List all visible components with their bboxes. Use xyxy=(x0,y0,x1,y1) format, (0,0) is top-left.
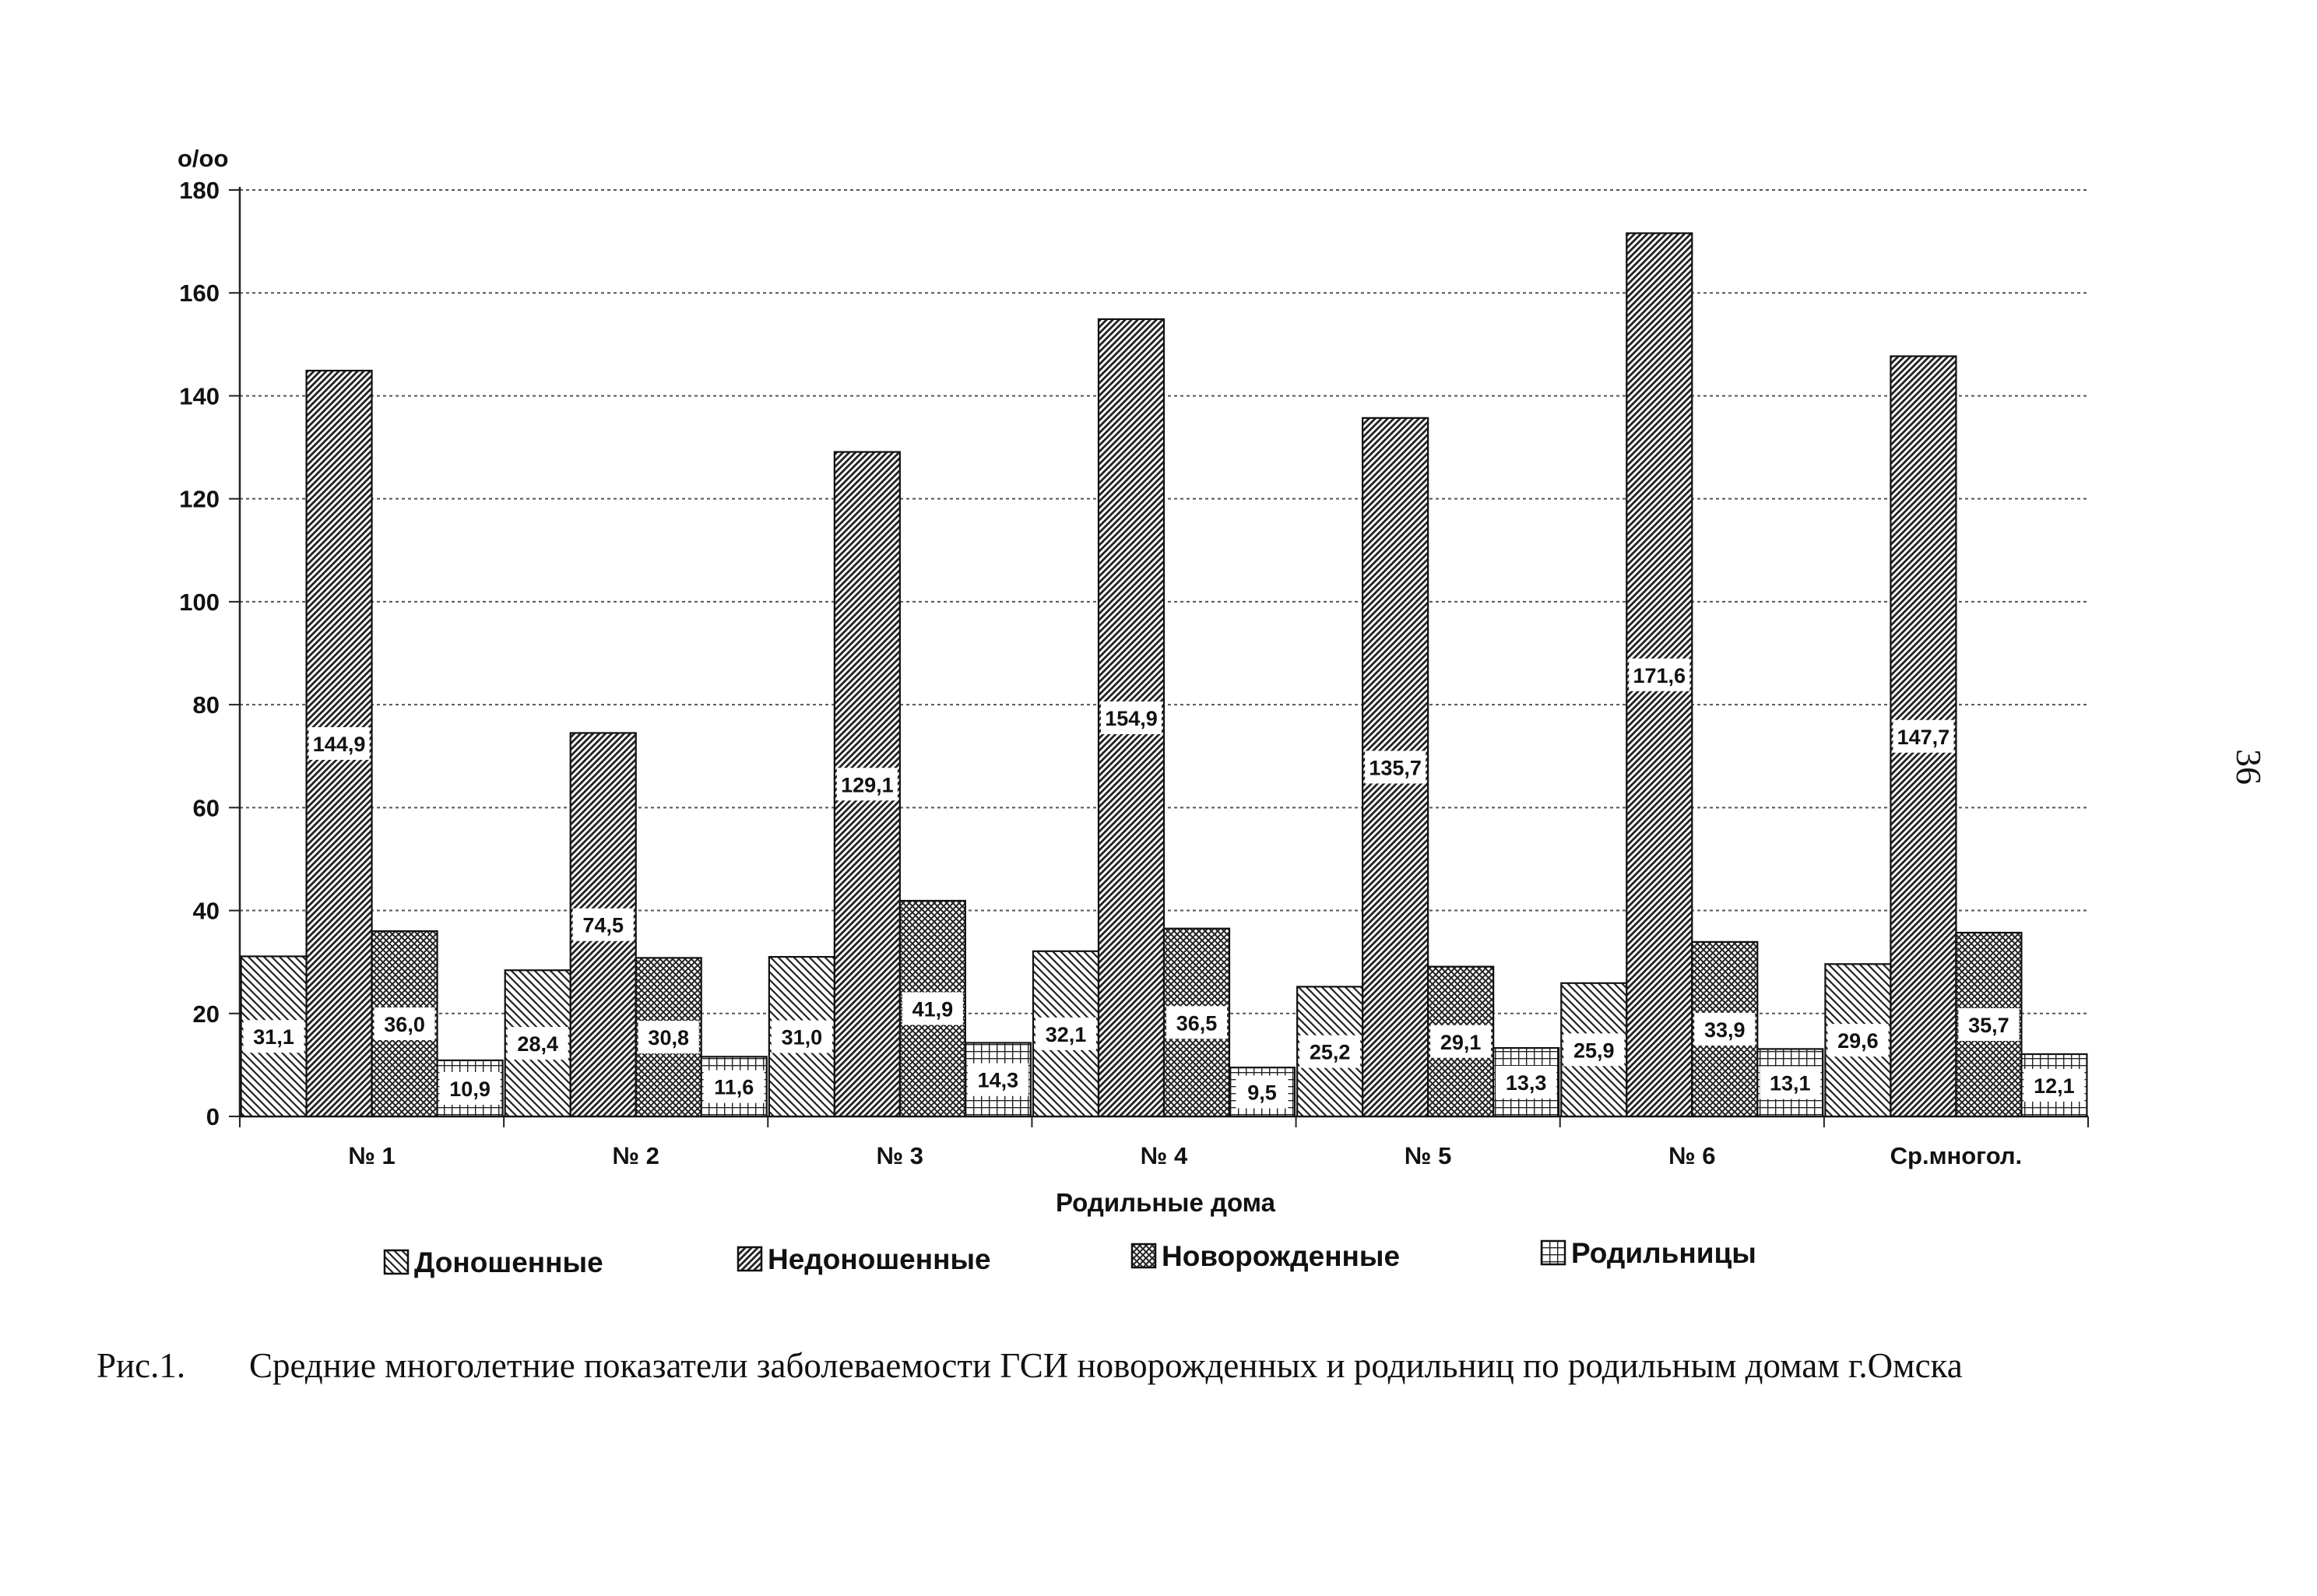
data-label-box xyxy=(507,1027,568,1060)
data-label-box xyxy=(836,768,898,801)
data-label: 30,8 xyxy=(648,1026,689,1049)
data-label-box xyxy=(1430,1025,1492,1058)
data-label-box xyxy=(1299,1035,1361,1068)
data-label-box xyxy=(771,1020,832,1053)
data-label: 14,3 xyxy=(978,1069,1019,1092)
legend: Доношенные Недоношенные Новорожденные Родил… xyxy=(383,1237,1756,1278)
data-label-box xyxy=(1236,1075,1289,1109)
data-label-box xyxy=(1893,719,1954,753)
y-tick-label: 60 xyxy=(193,794,220,821)
data-label: 144,9 xyxy=(313,733,366,756)
y-tick-label: 20 xyxy=(193,1000,220,1028)
y-tick-label: 80 xyxy=(193,691,220,719)
caption-number: Рис.1. xyxy=(97,1346,186,1385)
data-label-box xyxy=(308,727,370,761)
data-label: 33,9 xyxy=(1704,1018,1746,1042)
x-tick-label: № 2 xyxy=(613,1142,659,1169)
y-tick-label: 160 xyxy=(179,279,220,307)
y-tick-label: 0 xyxy=(206,1103,220,1130)
data-label: 25,2 xyxy=(1310,1041,1351,1064)
data-label: 12,1 xyxy=(2034,1074,2075,1098)
data-label-box xyxy=(638,1021,699,1054)
bars xyxy=(240,232,2088,1118)
x-tick-label: № 4 xyxy=(1141,1142,1188,1169)
data-label-box xyxy=(243,1020,304,1053)
data-label: 129,1 xyxy=(841,773,894,796)
legend-label: Родильницы xyxy=(1571,1237,1756,1269)
data-label-box xyxy=(439,1071,501,1105)
x-tick-label: № 3 xyxy=(877,1142,923,1169)
data-label: 9,5 xyxy=(1247,1081,1277,1105)
data-label: 25,9 xyxy=(1573,1039,1615,1062)
data-label-box xyxy=(572,908,634,941)
data-label: 35,7 xyxy=(1968,1014,2009,1037)
legend-label: Недоношенные xyxy=(768,1243,991,1275)
y-tick-label: 40 xyxy=(193,898,220,925)
data-label-box xyxy=(2023,1069,2085,1102)
data-label: 41,9 xyxy=(912,997,954,1021)
data-label-box xyxy=(902,992,963,1025)
data-label-box xyxy=(1563,1033,1625,1067)
data-label: 31,1 xyxy=(253,1025,294,1049)
data-label: 32,1 xyxy=(1046,1023,1087,1046)
data-label-box xyxy=(1827,1024,1889,1057)
x-tick-label: Ср.многол. xyxy=(1890,1142,2023,1169)
data-label: 29,1 xyxy=(1440,1031,1482,1054)
data-label: 74,5 xyxy=(582,914,624,937)
data-label: 36,5 xyxy=(1176,1011,1218,1035)
legend-label: Новорожденные xyxy=(1162,1240,1400,1272)
data-label: 36,0 xyxy=(384,1013,425,1036)
legend-swatch xyxy=(737,1246,763,1272)
data-label-box xyxy=(1694,1012,1756,1046)
legend-swatch xyxy=(1540,1239,1566,1266)
data-label-box xyxy=(1101,701,1162,734)
data-label: 11,6 xyxy=(714,1076,754,1099)
data-label: 10,9 xyxy=(449,1077,490,1101)
y-tick-label: 180 xyxy=(179,177,220,204)
data-label-box xyxy=(1365,751,1426,784)
data-label-box xyxy=(1760,1066,1821,1099)
data-label: 13,3 xyxy=(1506,1071,1547,1095)
legend-swatch xyxy=(1130,1243,1157,1269)
data-label: 28,4 xyxy=(517,1032,558,1056)
data-label-box xyxy=(703,1070,765,1103)
legend-swatch xyxy=(383,1249,410,1275)
x-tick-label: № 5 xyxy=(1405,1142,1451,1169)
data-label-box xyxy=(1035,1017,1096,1050)
x-axis-title: Родильные дома xyxy=(1056,1188,1276,1217)
data-label: 31,0 xyxy=(782,1026,823,1049)
caption-text: Средние многолетние показатели заболевае… xyxy=(249,1346,1963,1385)
y-tick-label: 140 xyxy=(179,382,220,410)
data-label-box xyxy=(1958,1007,2020,1041)
data-label: 13,1 xyxy=(1770,1072,1811,1095)
data-label: 154,9 xyxy=(1105,707,1158,730)
data-label-box xyxy=(967,1063,1028,1096)
data-label-box xyxy=(1166,1006,1227,1039)
data-label: 29,6 xyxy=(1837,1029,1879,1053)
data-label-box xyxy=(374,1007,435,1040)
y-tick-label: 120 xyxy=(179,486,220,513)
data-label: 171,6 xyxy=(1633,664,1686,687)
data-label-box xyxy=(1496,1066,1557,1099)
data-label: 147,7 xyxy=(1897,726,1950,749)
legend-label: Доношенные xyxy=(414,1246,603,1278)
x-tick-label: № 6 xyxy=(1668,1142,1715,1169)
x-tick-label: № 1 xyxy=(348,1142,395,1169)
y-axis-unit-label: о/оо xyxy=(178,145,228,172)
page-number: 36 xyxy=(2229,749,2269,785)
data-label-box xyxy=(1629,658,1690,691)
data-labels: 31,1 144,9 36,0 10,9 28,4 74,5 30,8 11,6 31,0 129… xyxy=(243,658,2085,1109)
y-tick-label: 100 xyxy=(179,589,220,616)
data-label: 135,7 xyxy=(1369,756,1422,779)
